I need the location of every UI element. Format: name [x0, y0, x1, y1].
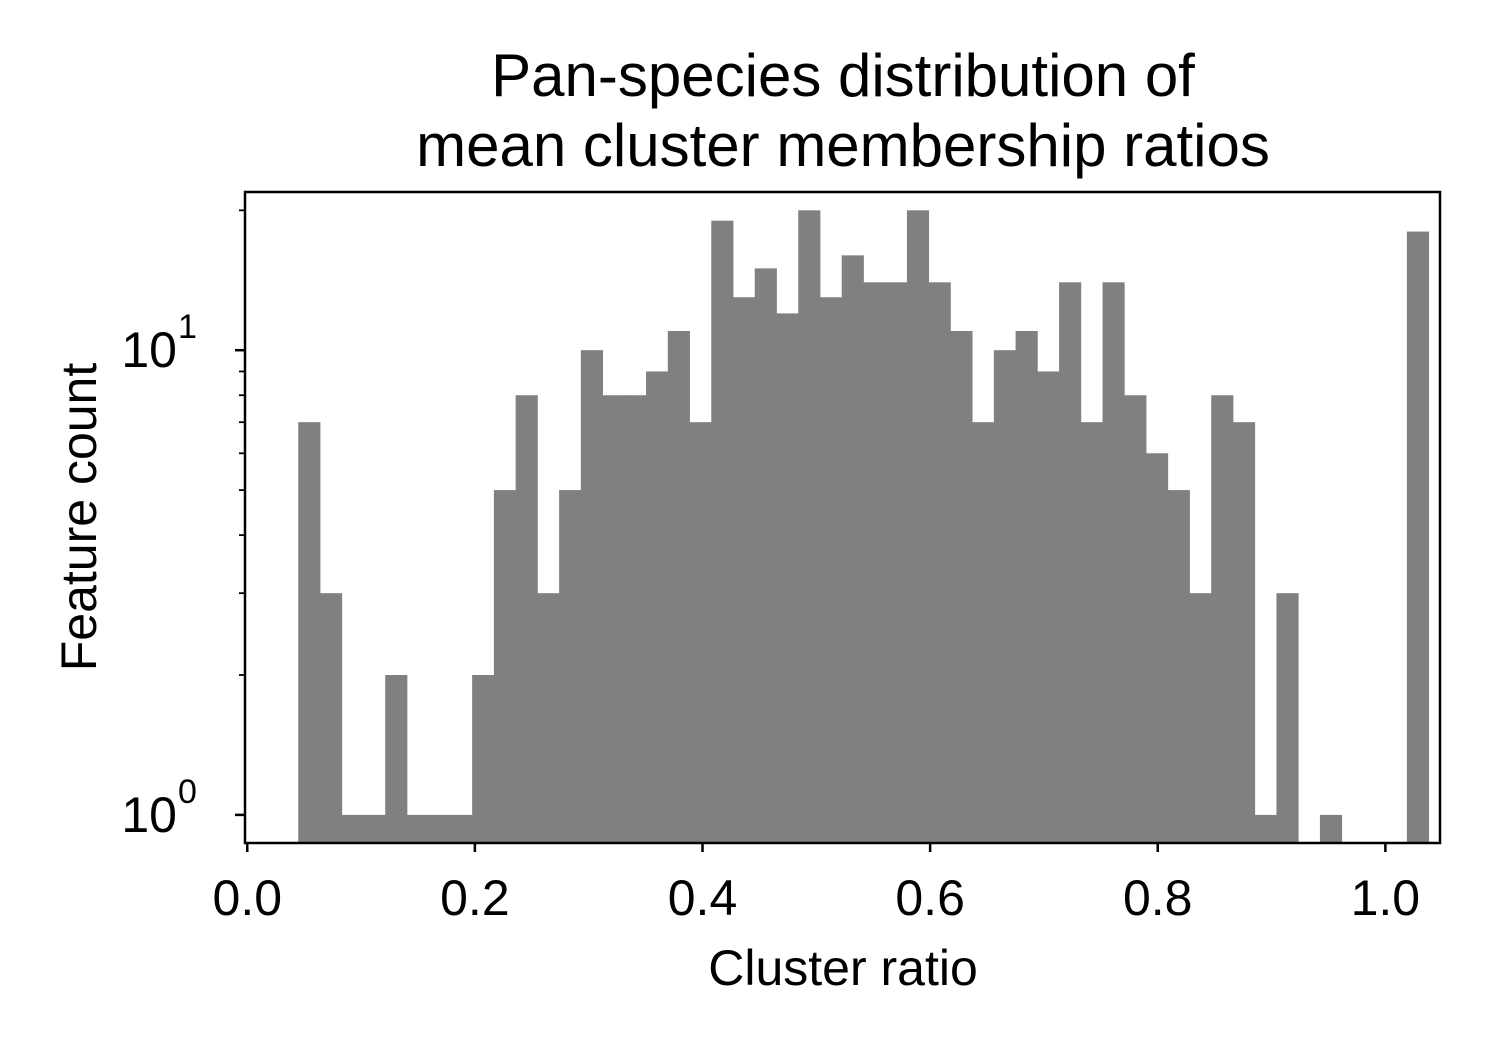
histogram-bar — [537, 593, 560, 843]
histogram-bar — [624, 395, 647, 843]
histogram-bar — [450, 814, 473, 843]
histogram-bar — [493, 490, 517, 843]
histogram-bar — [406, 814, 430, 843]
x-tick-label: 0.8 — [1123, 870, 1193, 926]
x-tick-label: 1.0 — [1351, 870, 1421, 926]
histogram-bar — [646, 371, 669, 843]
histogram-bar — [363, 814, 386, 843]
y-tick-exponent: 0 — [178, 773, 197, 811]
y-minor-ticks — [239, 209, 245, 676]
y-tick-label: 10 — [121, 322, 177, 378]
x-axis-label: Cluster ratio — [708, 940, 978, 996]
y-tick-label: 10 — [121, 787, 177, 843]
histogram-bar — [341, 814, 364, 843]
histogram-bar — [885, 282, 908, 843]
histogram-bar — [602, 395, 625, 843]
histogram-bar — [733, 297, 756, 843]
plot-frame — [243, 190, 1442, 845]
histogram-bar — [1124, 395, 1147, 843]
histogram-bar — [928, 282, 951, 843]
histogram-bar — [559, 490, 582, 843]
histogram-bar — [1254, 814, 1277, 843]
histogram-bar — [1276, 593, 1299, 843]
y-tick-exponent: 1 — [178, 308, 197, 346]
histogram-bar — [298, 422, 321, 843]
histogram-bar — [1319, 814, 1343, 843]
y-axis-label: Feature count — [51, 363, 107, 672]
histogram-bar — [667, 330, 690, 844]
chart-title-line-2: mean cluster membership ratios — [416, 112, 1270, 179]
histogram-bar — [1080, 422, 1103, 843]
histogram-bar — [906, 210, 930, 843]
histogram-bar — [580, 350, 603, 843]
histogram-bar — [689, 422, 712, 843]
histogram-bar — [1189, 593, 1212, 843]
histogram-bar — [1406, 231, 1430, 843]
histogram-bar — [1167, 490, 1190, 843]
histogram-bar — [863, 282, 886, 843]
x-tick-label: 0.0 — [213, 870, 283, 926]
histogram-bar — [1059, 282, 1082, 843]
histogram-bar — [993, 350, 1017, 843]
histogram-bar — [1102, 282, 1125, 843]
histogram-bar — [1015, 330, 1038, 844]
histogram-bar — [841, 255, 864, 844]
histogram-bar — [428, 814, 451, 843]
histogram-bar — [972, 422, 995, 843]
histogram-bar — [515, 395, 538, 843]
histogram-bar — [385, 675, 408, 843]
histogram-bars — [298, 210, 1430, 844]
histogram-bar — [798, 210, 821, 843]
chart-title-line-1: Pan-species distribution of — [491, 42, 1195, 109]
histogram-bar — [950, 330, 973, 844]
x-tick-label: 0.6 — [895, 870, 965, 926]
histogram-bar — [754, 268, 777, 843]
histogram-bar — [711, 220, 734, 844]
histogram-bar — [819, 297, 843, 843]
histogram-bar — [472, 675, 495, 843]
x-tick-label: 0.2 — [440, 870, 510, 926]
histogram-bar — [1211, 395, 1234, 843]
histogram-bar — [320, 593, 343, 843]
x-axis-ticks: 0.0 0.2 0.4 0.6 0.8 1.0 — [213, 843, 1421, 926]
histogram-bar — [1037, 371, 1060, 843]
histogram-bar — [776, 313, 799, 843]
x-tick-label: 0.4 — [668, 870, 738, 926]
histogram-bar — [1232, 422, 1256, 843]
histogram-bar — [1146, 453, 1169, 843]
